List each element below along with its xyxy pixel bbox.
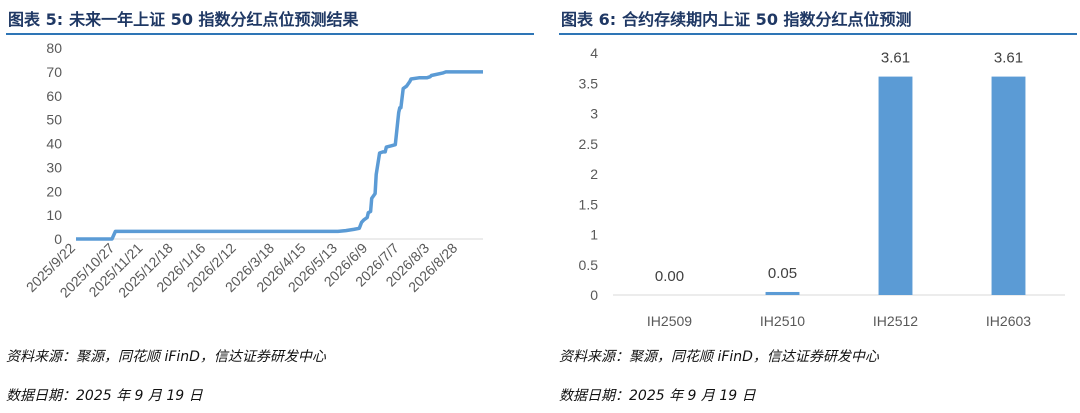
y-tick-label: 20 — [46, 183, 62, 199]
bar — [878, 76, 913, 295]
line-chart: 010203040506070802025/9/222025/10/272025… — [23, 40, 483, 301]
left-date-note: 数据日期：2025 年 9 月 19 日 — [6, 388, 203, 404]
y-tick-label: 50 — [46, 112, 62, 128]
left-figure-panel: 图表 5: 未来一年上证 50 指数分红点位预测结果 0 10 20 30 40 50 60 7… — [0, 0, 535, 413]
left-figure-title-text: 未来一年上证 50 指数分红点位预测结果 — [69, 10, 359, 29]
x-tick-label: IH2512 — [873, 313, 918, 329]
right-title-rule — [559, 33, 1077, 35]
right-figure-title: 图表 6: 合约存续期内上证 50 指数分红点位预测 — [561, 6, 912, 30]
y-tick-label: 3 — [590, 106, 598, 122]
bar — [991, 76, 1026, 295]
y-tick-label: 0.5 — [579, 257, 599, 273]
y-tick-label: 0 — [590, 287, 598, 303]
x-tick-label: IH2509 — [647, 313, 692, 329]
left-title-rule — [6, 33, 534, 35]
left-figure-number: 图表 5: — [8, 10, 64, 29]
right-figure-title-text: 合约存续期内上证 50 指数分红点位预测 — [622, 10, 912, 29]
right-figure-number: 图表 6: — [561, 10, 617, 29]
y-tick-label: 1.5 — [579, 196, 599, 212]
bar — [765, 291, 800, 295]
y-tick-label: 0 — [54, 231, 62, 247]
right-source-note: 资料来源：聚源，同花顺 iFinD，信达证券研发中心 — [559, 349, 879, 365]
right-date-note: 数据日期：2025 年 9 月 19 日 — [559, 388, 756, 404]
x-tick-label: IH2510 — [760, 313, 805, 329]
y-tick-label: 80 — [46, 40, 62, 56]
y-tick-label: 60 — [46, 88, 62, 104]
right-figure-panel: 图表 6: 合约存续期内上证 50 指数分红点位预测 0 0.5 1 1.5 2 2.5 3 3… — [553, 0, 1080, 413]
data-label: 0.00 — [655, 268, 684, 285]
y-tick-label: 30 — [46, 159, 62, 175]
y-tick-label: 2 — [590, 166, 598, 182]
left-figure-title: 图表 5: 未来一年上证 50 指数分红点位预测结果 — [8, 6, 359, 30]
y-tick-label: 3.5 — [579, 75, 599, 91]
y-tick-label: 1 — [590, 227, 598, 243]
y-tick-label: 70 — [46, 64, 62, 80]
data-label: 0.05 — [768, 265, 797, 282]
x-tick-label: IH2603 — [986, 313, 1031, 329]
y-tick-label: 40 — [46, 136, 62, 152]
data-label: 3.61 — [994, 50, 1023, 67]
data-label: 3.61 — [881, 50, 910, 67]
dividend-points-line — [76, 70, 483, 241]
bar-chart: 0 0.5 1 1.5 2 2.5 3 3.5 4 0.00 IH2509 0.05 IH2510 3.6… — [579, 45, 1065, 329]
left-source-note: 资料来源：聚源，同花顺 iFinD，信达证券研发中心 — [6, 349, 326, 365]
y-tick-label: 10 — [46, 207, 62, 223]
y-tick-label: 2.5 — [579, 136, 599, 152]
y-tick-label: 4 — [590, 45, 598, 61]
